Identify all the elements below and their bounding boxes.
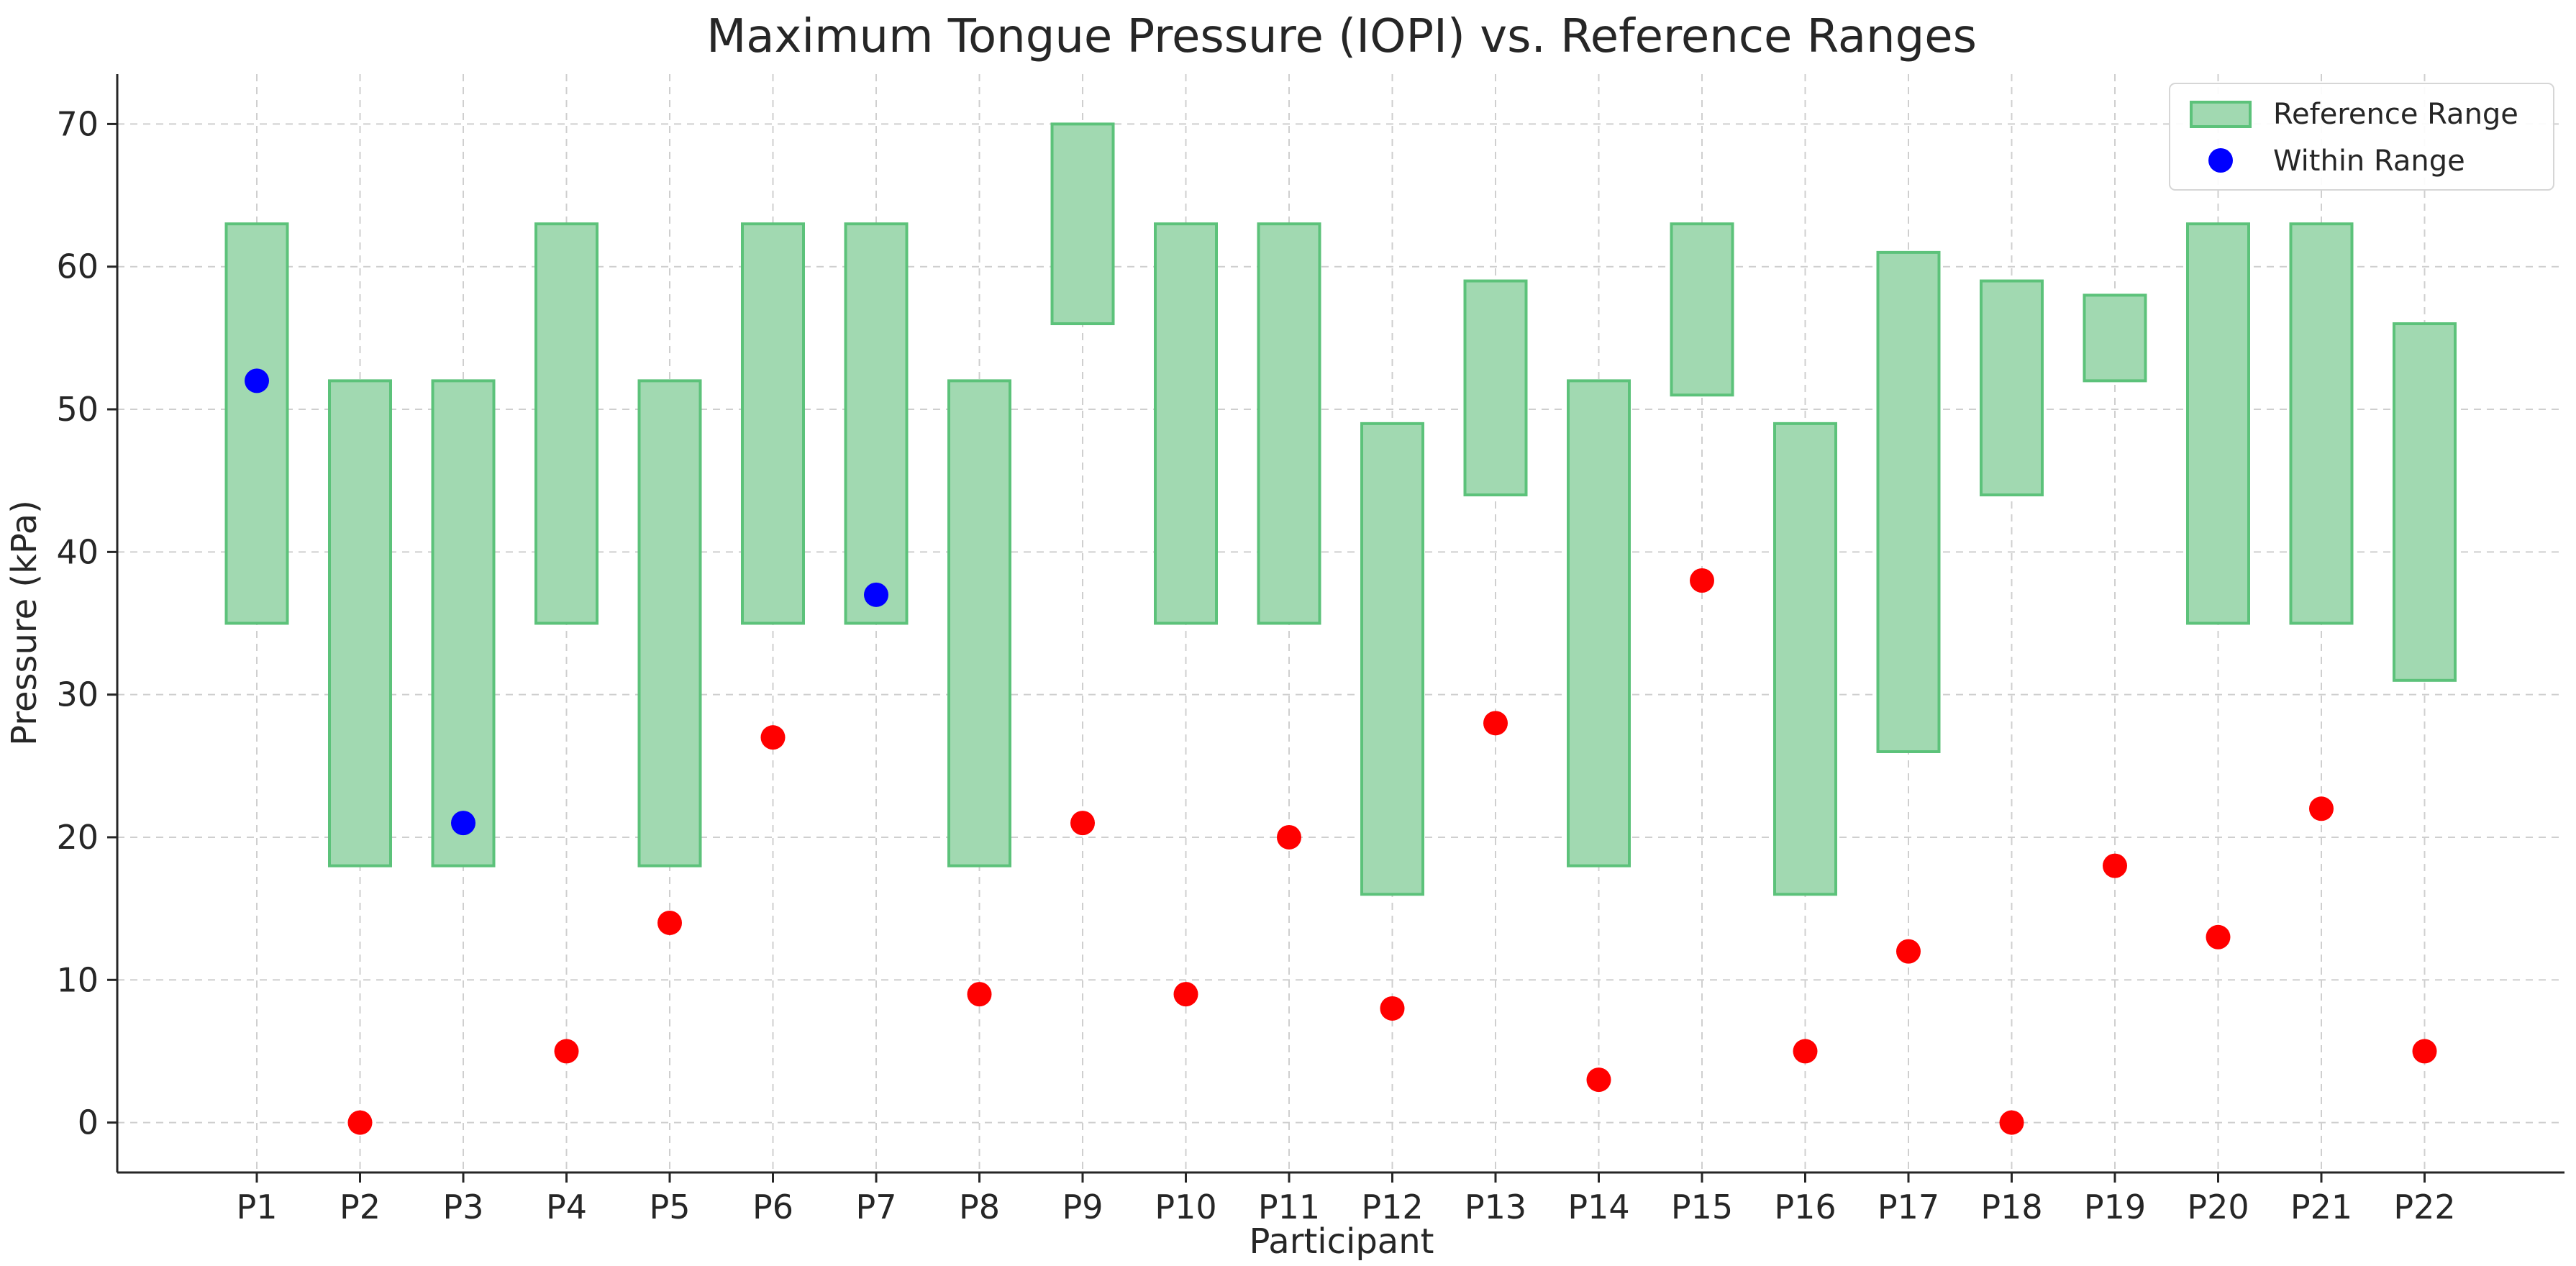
point-P9	[1070, 811, 1095, 836]
point-P22	[2412, 1039, 2437, 1064]
x-tick-label-P6: P6	[752, 1188, 793, 1226]
range-bar-P10	[1154, 222, 1218, 625]
point-P17	[1896, 939, 1921, 964]
range-bar-P14	[1567, 379, 1631, 867]
x-axis-label: Participant	[1250, 1221, 1434, 1262]
y-tick-label-0: 0	[78, 1103, 99, 1142]
range-bar-P2	[328, 379, 392, 867]
range-bar-P19	[2083, 293, 2147, 383]
point-P5	[657, 910, 682, 935]
point-P2	[347, 1110, 373, 1135]
range-bar-P1	[224, 222, 289, 625]
point-P6	[760, 725, 786, 750]
range-bar-P4	[534, 222, 599, 625]
x-tick-label-P21: P21	[2290, 1188, 2352, 1226]
point-P14	[1586, 1067, 1611, 1093]
range-bar-P7	[844, 222, 909, 625]
x-tick-label-P11: P11	[1258, 1188, 1320, 1226]
y-tick-label-10: 10	[56, 960, 99, 999]
legend: Reference Range Within Range	[2169, 83, 2554, 191]
point-P1	[245, 368, 269, 393]
y-tick-label-30: 30	[56, 675, 99, 714]
legend-frame	[2169, 83, 2554, 191]
range-bar-P22	[2393, 322, 2457, 682]
legend-range-swatch	[2190, 101, 2252, 128]
y-tick-label-20: 20	[56, 818, 99, 857]
range-bar-P12	[1360, 422, 1424, 896]
x-tick-label-P20: P20	[2187, 1188, 2249, 1226]
range-bar-P20	[2186, 222, 2250, 625]
point-P16	[1793, 1039, 1818, 1064]
legend-within-marker	[2208, 148, 2233, 173]
x-ticks: P1 P2 P3 P4 P5 P6 P7 P8 P9 P10 P11 P12 P13 P14 P15 P16 P…	[236, 1172, 2456, 1226]
range-bar-P9	[1050, 122, 1115, 326]
x-tick-label-P10: P10	[1155, 1188, 1216, 1226]
range-bar-P16	[1773, 422, 1837, 896]
x-tick-label-P1: P1	[236, 1188, 277, 1226]
y-axis-label: Pressure (kPa)	[4, 500, 45, 746]
x-tick-label-P5: P5	[649, 1188, 690, 1226]
x-tick-label-P7: P7	[855, 1188, 896, 1226]
point-P11	[1277, 824, 1301, 850]
y-tick-label-50: 50	[56, 390, 99, 429]
x-tick-label-P4: P4	[546, 1188, 587, 1226]
y-tick-label-60: 60	[56, 247, 99, 286]
point-P15	[1690, 568, 1714, 593]
point-P21	[2309, 796, 2334, 821]
legend-label-reference-range: Reference Range	[2273, 98, 2518, 131]
point-P7	[864, 582, 888, 607]
x-tick-label-P16: P16	[1774, 1188, 1836, 1226]
reference-ranges	[224, 122, 2457, 896]
range-bar-P21	[2289, 222, 2354, 625]
range-bar-P18	[1980, 279, 2044, 497]
range-bar-P15	[1670, 222, 1734, 397]
point-P10	[1173, 982, 1198, 1007]
point-P20	[2206, 924, 2231, 950]
point-P12	[1380, 996, 1405, 1021]
point-P8	[967, 982, 992, 1007]
range-bar-P13	[1463, 279, 1528, 497]
x-tick-label-P3: P3	[442, 1188, 483, 1226]
range-bar-P11	[1257, 222, 1321, 625]
x-tick-label-P13: P13	[1465, 1188, 1526, 1226]
point-P19	[2103, 853, 2127, 878]
x-tick-label-P15: P15	[1671, 1188, 1733, 1226]
range-bar-P8	[947, 379, 1011, 867]
x-tick-label-P8: P8	[959, 1188, 1000, 1226]
x-tick-label-P14: P14	[1567, 1188, 1629, 1226]
y-tick-label-70: 70	[56, 104, 99, 143]
x-tick-label-P17: P17	[1878, 1188, 1939, 1226]
range-bar-P3	[431, 379, 496, 867]
x-tick-label-P9: P9	[1062, 1188, 1103, 1226]
point-P3	[451, 811, 475, 836]
chart-title: Maximum Tongue Pressure (IOPI) vs. Refer…	[706, 10, 1977, 63]
x-tick-label-P12: P12	[1361, 1188, 1423, 1226]
range-bar-P5	[637, 379, 702, 867]
point-P13	[1483, 711, 1508, 736]
data-points	[245, 368, 2437, 1135]
range-bar-P17	[1876, 250, 1941, 753]
point-P4	[554, 1039, 579, 1064]
legend-label-within-range: Within Range	[2273, 145, 2465, 178]
x-tick-label-P19: P19	[2084, 1188, 2146, 1226]
y-ticks: 0 10 20 30 40 50 60 70	[56, 104, 117, 1142]
x-tick-label-P18: P18	[1980, 1188, 2042, 1226]
point-P18	[1999, 1110, 2024, 1135]
x-tick-label-P22: P22	[2393, 1188, 2455, 1226]
x-tick-label-P2: P2	[340, 1188, 381, 1226]
y-tick-label-40: 40	[56, 532, 99, 571]
range-bar-P6	[741, 222, 805, 625]
